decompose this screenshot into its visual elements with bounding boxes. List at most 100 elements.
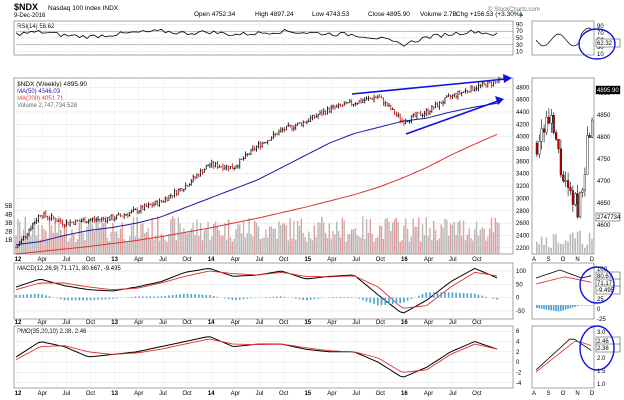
macd-histogram-bar	[481, 295, 484, 298]
right-x-tick-label: S	[546, 391, 550, 397]
macd-histogram-bar	[350, 296, 353, 298]
x-tick-label: 16	[401, 320, 408, 326]
volume-bar	[45, 230, 47, 254]
volume-bar	[274, 228, 276, 254]
volume-bar	[52, 232, 54, 254]
right-price-value-box	[595, 85, 621, 95]
volume-bar	[166, 241, 168, 254]
x-tick-label: 15	[304, 257, 311, 263]
volume-bar	[151, 217, 153, 254]
ohlc-open: Open 4752.34	[194, 11, 236, 18]
pmo-daily-panel	[531, 325, 595, 389]
volume-bar	[276, 238, 278, 254]
volume-bar	[240, 233, 243, 254]
x-tick-label: Apr	[327, 320, 336, 326]
right-macd-tick: -25	[597, 317, 606, 323]
macd-histogram-bar	[216, 296, 219, 298]
volume-bar	[373, 241, 375, 254]
macd-histogram-bar	[294, 297, 297, 299]
volume-bar	[459, 220, 461, 254]
volume-bar	[263, 237, 265, 254]
volume-bar	[358, 236, 360, 254]
macd-histogram-bar	[492, 297, 495, 299]
volume-bar	[212, 224, 215, 254]
volume-bar	[203, 230, 206, 254]
volume-bar	[183, 228, 185, 254]
volume-bar	[61, 235, 64, 254]
volume-bar	[337, 231, 340, 254]
right-pmo-value-box	[595, 343, 621, 353]
volume-bar	[63, 223, 66, 254]
brand-watermark: © StockCharts.com	[488, 6, 540, 13]
volume-bar	[43, 229, 45, 254]
macd-histogram-bar	[160, 296, 163, 298]
volume-bar	[246, 233, 248, 254]
pmo-tick-label: 6	[516, 329, 520, 335]
right-price-tick: 4650	[597, 201, 611, 207]
daily-volume-bar	[557, 242, 560, 254]
volume-bar	[352, 229, 355, 254]
macd-highlight-circle	[579, 266, 615, 304]
daily-candle	[552, 115, 555, 133]
volume-bar	[295, 239, 297, 254]
volume-bar	[233, 238, 235, 254]
volume-bar	[132, 217, 135, 254]
volume-bar	[360, 237, 362, 254]
volume-bar	[237, 223, 239, 254]
daily-candle	[586, 135, 589, 175]
macd-histogram-bar	[309, 297, 312, 300]
volume-bar	[157, 216, 159, 254]
right-macd-value: 80.67	[597, 274, 613, 280]
right-x-tick-label: O	[561, 257, 566, 263]
daily-volume-bar	[538, 244, 540, 254]
price-tick-label: 3400	[516, 172, 530, 178]
pmo-panel	[13, 325, 514, 389]
volume-bar	[377, 237, 379, 254]
volume-bar	[224, 223, 226, 254]
volume-bar	[218, 230, 220, 254]
right-macd-value-box	[595, 285, 621, 295]
volume-bar	[265, 229, 267, 254]
right-macd-value: 71.17	[597, 281, 613, 287]
volume-bar	[328, 223, 330, 254]
volume-bar	[399, 241, 401, 254]
macd-histogram-bar	[466, 293, 469, 298]
right-rsi-tick: 70	[597, 31, 604, 37]
volume-bar	[54, 222, 56, 254]
price-tick-label: 2600	[516, 221, 530, 227]
volume-bar	[20, 235, 23, 254]
daily-volume-bar	[536, 241, 538, 254]
volume-bar	[140, 223, 142, 254]
daily-candle	[538, 141, 541, 155]
daily-volume-bar	[564, 240, 567, 254]
ohlc-volume: Volume 2.7B	[420, 11, 457, 18]
volume-bar	[108, 241, 110, 254]
macd-histogram-bar	[56, 297, 58, 299]
macd-histogram-bar	[268, 296, 271, 298]
macd-histogram-bar	[321, 297, 323, 299]
volume-bar	[147, 228, 150, 254]
macd-histogram-bar	[276, 296, 278, 298]
volume-tick-label: 1B	[5, 238, 12, 244]
volume-bar	[216, 226, 219, 254]
macd-panel	[13, 262, 514, 320]
x-tick-label: Jul	[449, 257, 457, 263]
rsi-line	[15, 28, 498, 47]
volume-bar	[438, 238, 441, 254]
volume-bar	[451, 224, 454, 254]
macd-histogram-bar	[418, 295, 420, 298]
macd-histogram-bar	[197, 294, 200, 298]
daily-macd-hist-bar	[545, 305, 548, 310]
daily-candle	[588, 135, 591, 138]
price-tick-label: 3200	[516, 184, 530, 190]
volume-bar	[336, 221, 338, 254]
macd-histogram-bar	[142, 296, 144, 298]
volume-bar	[47, 238, 49, 254]
ma200-line	[15, 133, 498, 255]
volume-bar	[88, 218, 90, 254]
macd-histogram-bar	[421, 294, 424, 298]
volume-bar	[446, 219, 448, 254]
rsi-tick-label: 30	[516, 43, 523, 49]
macd-histogram-bar	[339, 297, 342, 298]
volume-label: Volume 2,747,734,528	[17, 103, 78, 109]
